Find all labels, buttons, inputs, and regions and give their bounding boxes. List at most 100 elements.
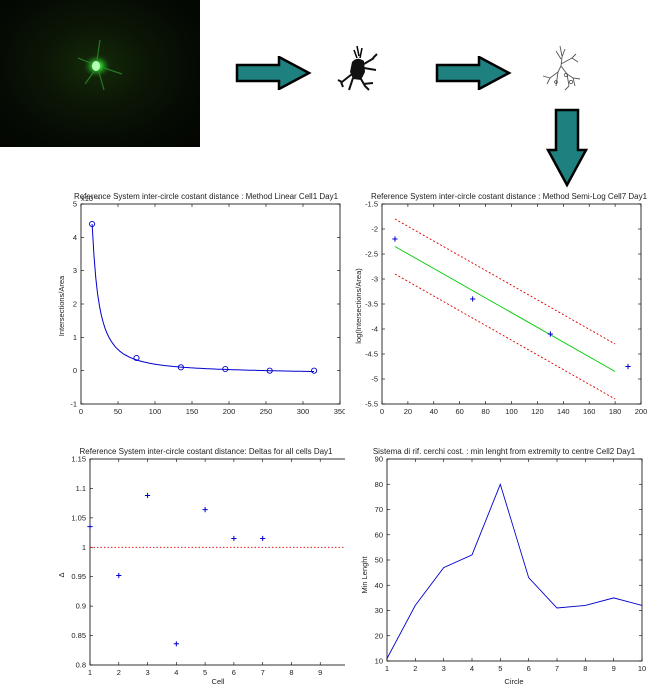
y-tick-label: 1.05	[71, 513, 86, 522]
data-point	[177, 364, 184, 371]
x-tick-label: 7	[555, 664, 559, 673]
fit-line	[394, 246, 616, 372]
x-tick-label: 120	[531, 407, 544, 416]
chart-semilog-fit: Reference System inter-circle costant di…	[354, 192, 648, 416]
y-tick-label: 5	[73, 200, 77, 209]
y-tick-label: 1	[82, 543, 86, 552]
y-tick-label: -4	[371, 325, 378, 334]
y-tick-label: 0.9	[76, 602, 86, 611]
lower-confidence-line	[394, 273, 616, 400]
y-axis-label: log(Intersections/Area)	[354, 268, 363, 344]
x-tick-label: 20	[404, 407, 412, 416]
chart-deltas: Reference System inter-circle costant di…	[57, 447, 345, 686]
y-tick-label: 10	[375, 657, 383, 666]
data-point	[260, 535, 266, 542]
x-tick-label: 180	[609, 407, 622, 416]
y-tick-label: 2	[73, 300, 77, 309]
x-tick-label: 5	[203, 668, 207, 677]
x-tick-label: 4	[174, 668, 178, 677]
data-point	[266, 367, 273, 374]
arrow-right-icon	[435, 56, 512, 90]
arrow-right-icon	[235, 56, 312, 90]
data-point	[547, 331, 553, 337]
data-point	[222, 365, 229, 373]
x-axis-label: Circle	[504, 677, 523, 686]
y-tick-label: 0.8	[76, 661, 86, 670]
upper-confidence-line	[394, 218, 616, 345]
x-tick-label: 40	[430, 407, 438, 416]
y-tick-label: 0.95	[71, 572, 86, 581]
data-point	[202, 507, 208, 513]
chart-title: Sistema di rif. cerchi cost. : min lengh…	[373, 447, 636, 456]
segmented-neuron-image	[337, 45, 378, 91]
y-tick-label: 4	[73, 233, 77, 242]
x-tick-label: 6	[527, 664, 531, 673]
x-tick-label: 9	[318, 668, 322, 677]
x-tick-label: 1	[385, 664, 389, 673]
x-tick-label: 7	[261, 668, 265, 677]
x-tick-label: 0	[79, 407, 83, 416]
y-tick-label: 1	[73, 333, 77, 342]
y-tick-label: 1.15	[71, 455, 86, 464]
data-point	[392, 236, 398, 242]
y-tick-label: 20	[375, 631, 383, 640]
x-tick-label: 5	[498, 664, 502, 673]
x-tick-label: 2	[117, 668, 121, 677]
data-point	[116, 572, 122, 579]
data-point	[89, 220, 96, 228]
y-tick-label: -3.5	[365, 300, 378, 309]
y-tick-label: 40	[375, 581, 383, 590]
x-tick-label: 3	[145, 668, 149, 677]
x-tick-label: 160	[583, 407, 596, 416]
x-tick-label: 2	[413, 664, 417, 673]
data-point	[311, 367, 318, 374]
y-tick-label: 70	[375, 505, 383, 514]
plot-frame	[89, 458, 345, 666]
y-tick-label: -1.5	[365, 200, 378, 209]
chart-title: Reference System inter-circle costant di…	[74, 192, 339, 201]
x-tick-label: 10	[638, 664, 646, 673]
data-point	[625, 363, 631, 370]
x-tick-label: 350	[334, 407, 345, 416]
y-axis-label: Min Lenght	[360, 556, 369, 594]
x-tick-label: 150	[186, 407, 199, 416]
micrograph-cell	[77, 39, 123, 91]
x-axis-label: Cell	[212, 677, 225, 686]
fit-curve	[91, 223, 315, 372]
y-axis-label: Δ	[57, 572, 66, 577]
fluorescence-micrograph	[0, 0, 200, 147]
y-tick-label: -5	[371, 375, 378, 384]
x-tick-label: 140	[557, 407, 570, 416]
data-line	[386, 482, 643, 659]
y-tick-label: -5.5	[365, 400, 378, 409]
y-tick-label: 0.85	[71, 631, 86, 640]
x-tick-label: 100	[149, 407, 162, 416]
x-tick-label: 250	[260, 407, 273, 416]
y-tick-label: 1.1	[76, 484, 86, 493]
data-point	[133, 354, 140, 362]
plot-frame	[80, 203, 341, 405]
x-tick-label: 200	[223, 407, 236, 416]
y-tick-label: -2	[371, 225, 378, 234]
chart-title: Reference System inter-circle costant di…	[80, 447, 334, 456]
chart-min-length: Sistema di rif. cerchi cost. : min lengh…	[360, 447, 646, 686]
y-tick-label: -1	[70, 400, 77, 409]
y-tick-label: 60	[375, 530, 383, 539]
arrow-down-icon	[545, 108, 589, 188]
data-point	[173, 641, 179, 647]
x-tick-label: 300	[297, 407, 310, 416]
y-tick-label: 90	[375, 455, 383, 464]
plot-frame	[386, 458, 643, 662]
x-tick-label: 50	[114, 407, 122, 416]
data-point	[87, 524, 93, 530]
x-tick-label: 3	[442, 664, 446, 673]
x-tick-label: 8	[289, 668, 293, 677]
chart-linear-fit: Reference System inter-circle costant di…	[57, 192, 345, 416]
data-point	[144, 492, 151, 499]
skeletonized-neuron-image	[542, 45, 581, 91]
x-tick-label: 6	[232, 668, 236, 677]
y-tick-label: 30	[375, 606, 383, 615]
x-tick-label: 4	[470, 664, 474, 673]
x-tick-label: 8	[583, 664, 587, 673]
y-tick-label: -2.5	[365, 250, 378, 259]
